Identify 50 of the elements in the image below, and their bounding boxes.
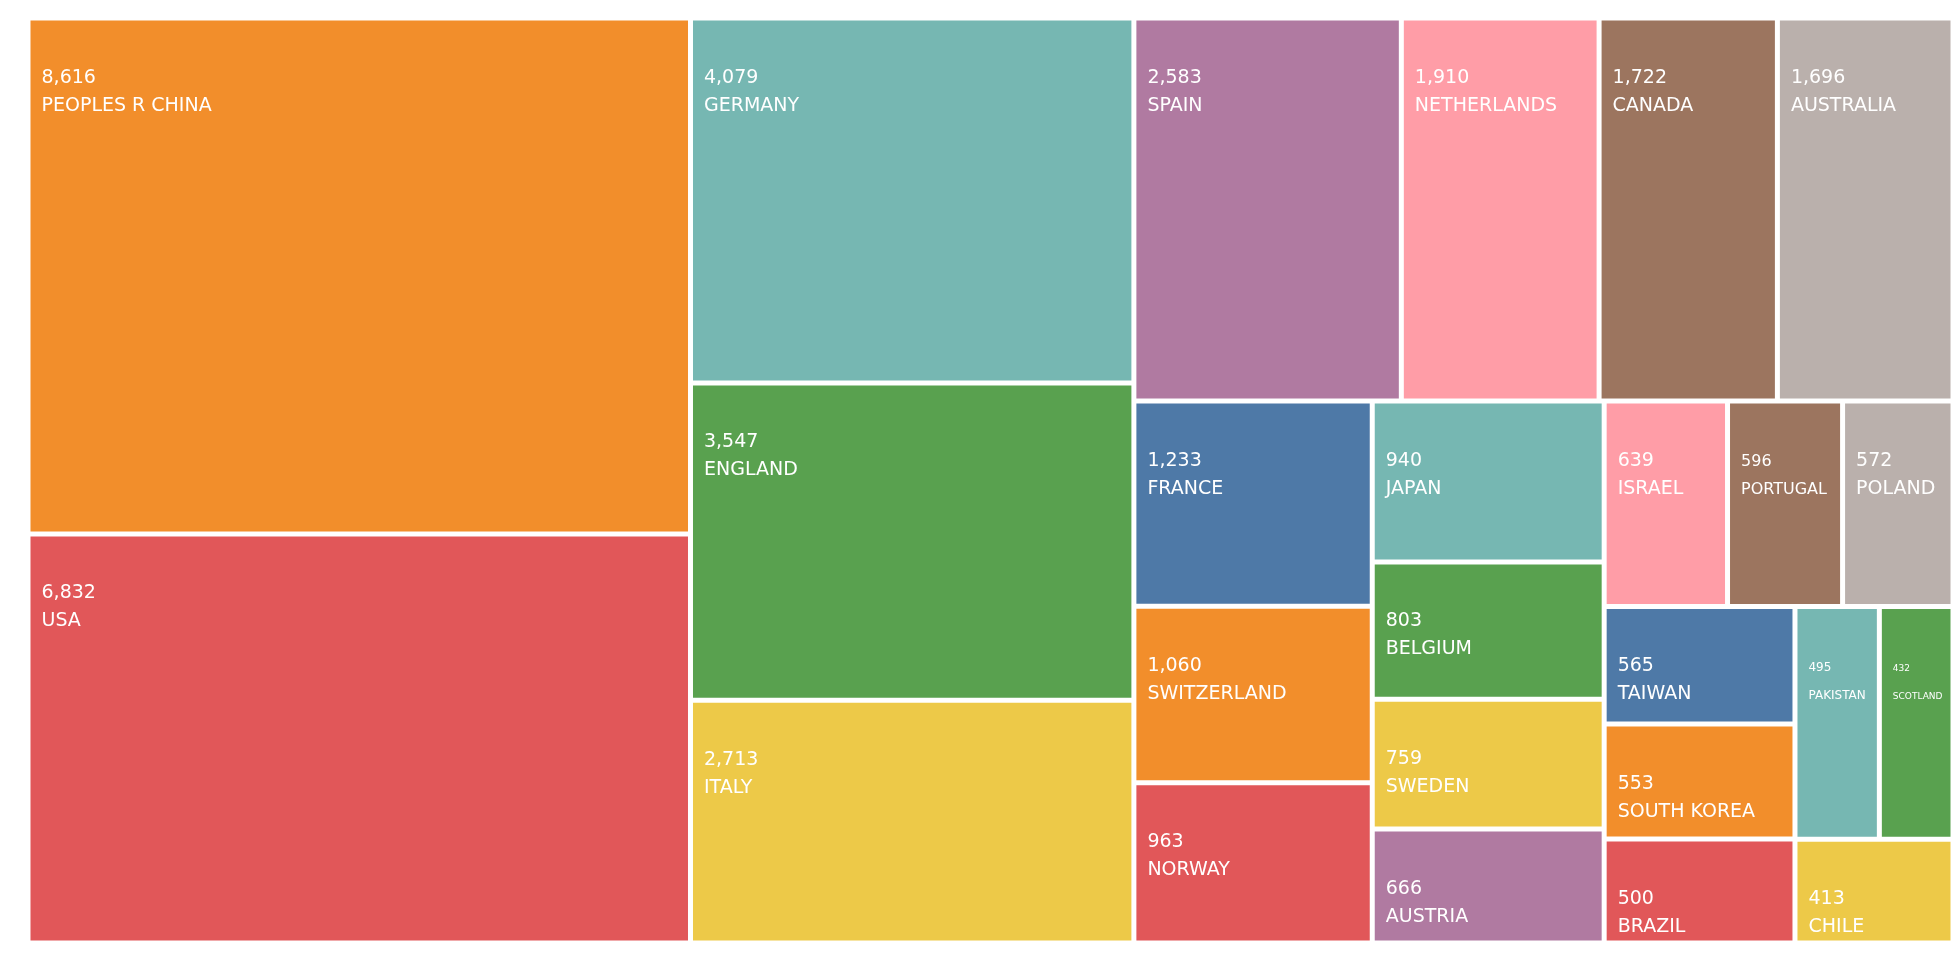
data-label: 963 [1147, 829, 1184, 852]
category-label: SOUTH KOREA [1617, 798, 1756, 821]
data-label: 4,079 [703, 64, 759, 87]
category-label: AUSTRALIA [1790, 92, 1897, 115]
category-label: NORWAY [1147, 857, 1231, 880]
category-label: PORTUGAL [1741, 478, 1828, 498]
category-label: NETHERLANDS [1414, 92, 1558, 115]
category-label: ISRAEL [1617, 475, 1684, 498]
data-label: 639 [1617, 447, 1654, 470]
data-label: 572 [1856, 447, 1893, 470]
category-label: SWITZERLAND [1147, 680, 1287, 703]
data-label: 565 [1617, 653, 1654, 676]
category-label: BELGIUM [1385, 636, 1473, 659]
data-label: 432 [1892, 663, 1911, 674]
data-label: 1,233 [1147, 447, 1202, 470]
data-label: 759 [1385, 745, 1423, 768]
category-label: PAKISTAN [1808, 688, 1866, 703]
data-label: 940 [1385, 447, 1423, 470]
data-label: 8,616 [41, 64, 96, 87]
data-label: 1,910 [1414, 64, 1470, 87]
category-label: CANADA [1612, 92, 1694, 115]
category-label: BRAZIL [1617, 913, 1686, 936]
category-label: JAPAN [1384, 475, 1442, 498]
category-label: SPAIN [1147, 92, 1203, 115]
category-label: PEOPLES R CHINA [41, 92, 212, 115]
category-label: FRANCE [1147, 475, 1224, 498]
category-label: GERMANY [703, 92, 800, 115]
category-label: AUSTRIA [1385, 903, 1469, 926]
data-label: 1,722 [1612, 64, 1667, 87]
data-label: 3,547 [703, 429, 759, 452]
data-label: 1,060 [1147, 652, 1202, 675]
category-label: USA [41, 608, 81, 631]
data-label: 553 [1617, 770, 1654, 793]
category-label: TAIWAN [1616, 681, 1692, 704]
data-label: 6,832 [41, 580, 96, 603]
category-label: POLAND [1856, 475, 1936, 498]
category-label: SWEDEN [1385, 773, 1470, 796]
category-label: ENGLAND [703, 457, 798, 480]
data-label: 2,713 [703, 746, 759, 769]
data-label: 803 [1385, 608, 1423, 631]
data-label: 596 [1741, 450, 1772, 470]
category-label: CHILE [1808, 913, 1865, 936]
data-label: 1,696 [1790, 64, 1846, 87]
data-label: 500 [1617, 885, 1654, 908]
data-label: 495 [1808, 660, 1832, 675]
data-label: 413 [1808, 885, 1845, 908]
data-label: 2,583 [1147, 64, 1202, 87]
data-label: 666 [1385, 875, 1423, 898]
category-label: ITALY [703, 774, 753, 797]
category-label: SCOTLAND [1892, 691, 1943, 702]
